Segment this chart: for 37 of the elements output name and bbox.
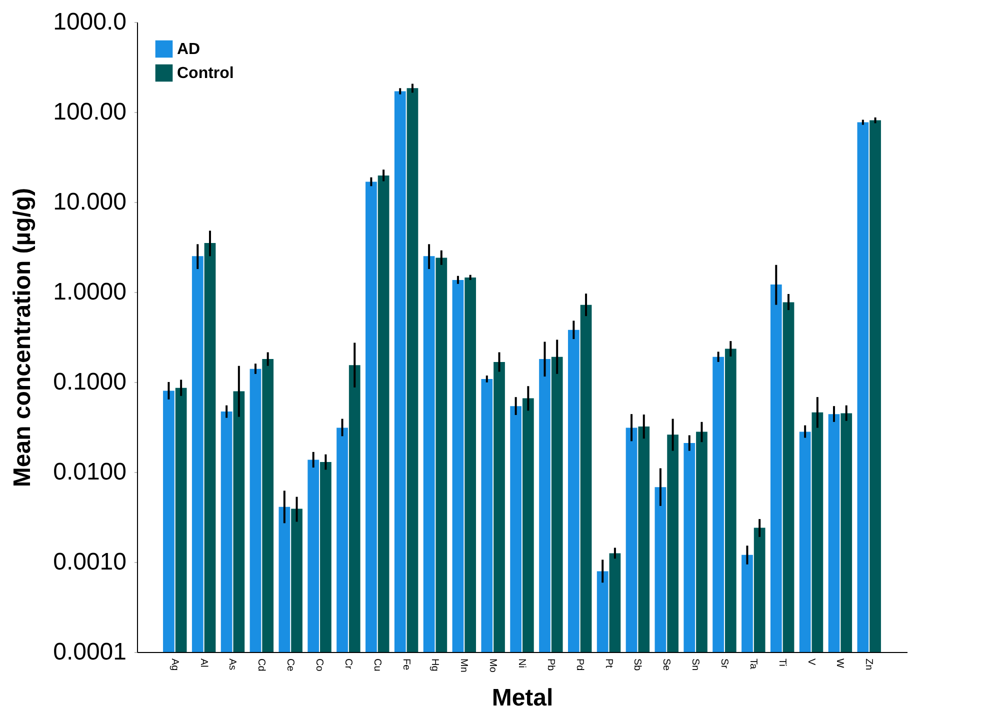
x-tick-label: Cu [371, 658, 382, 672]
x-tick-label: Fe [400, 658, 412, 671]
y-tick-label: 0.1000 [53, 368, 126, 396]
x-tick-label: Hg [429, 658, 440, 672]
x-tick-label: Ta [747, 658, 758, 670]
y-axis-title: Mean concentration (µg/g) [9, 188, 36, 488]
x-tick-label: Mn [458, 658, 470, 672]
y-tick-label: 10.000 [53, 188, 126, 216]
x-tick-label: W [834, 658, 846, 668]
y-tick-label: 0.0100 [53, 458, 126, 486]
x-tick-label: Sn [690, 658, 701, 671]
x-tick-label: Cd [256, 658, 267, 672]
x-tick-label: Ni [516, 658, 527, 668]
y-tick-label: 1.0000 [53, 278, 126, 306]
x-tick-label: Co [314, 658, 325, 672]
x-axis-title: Metal [492, 684, 554, 712]
x-tick-label: V [805, 658, 816, 666]
x-tick-label: Pt [602, 658, 614, 668]
y-tick-label: 1000.0 [53, 8, 126, 36]
x-tick-label: Cr [342, 658, 354, 670]
y-tick-label: 100.00 [53, 98, 126, 126]
x-tick-label: Ag [168, 658, 180, 671]
x-tick-label: Pb [544, 658, 556, 672]
y-tick-label: 0.0001 [53, 638, 126, 666]
x-tick-label: Sr [718, 658, 730, 670]
x-tick-label: Pd [574, 658, 585, 671]
x-tick-label: As [226, 658, 238, 670]
legend-label: AD [177, 41, 200, 58]
x-tick-label: Se [660, 658, 672, 672]
x-tick-label: Ce [284, 658, 296, 672]
x-tick-label: Mo [487, 658, 498, 673]
y-tick-label: 0.0010 [53, 548, 126, 576]
legend-label: Control [177, 65, 234, 82]
x-tick-label: Al [198, 658, 209, 668]
x-tick-label: Ti [776, 658, 788, 666]
x-tick-label: Sb [632, 658, 643, 672]
x-tick-label: Zn [863, 658, 874, 670]
